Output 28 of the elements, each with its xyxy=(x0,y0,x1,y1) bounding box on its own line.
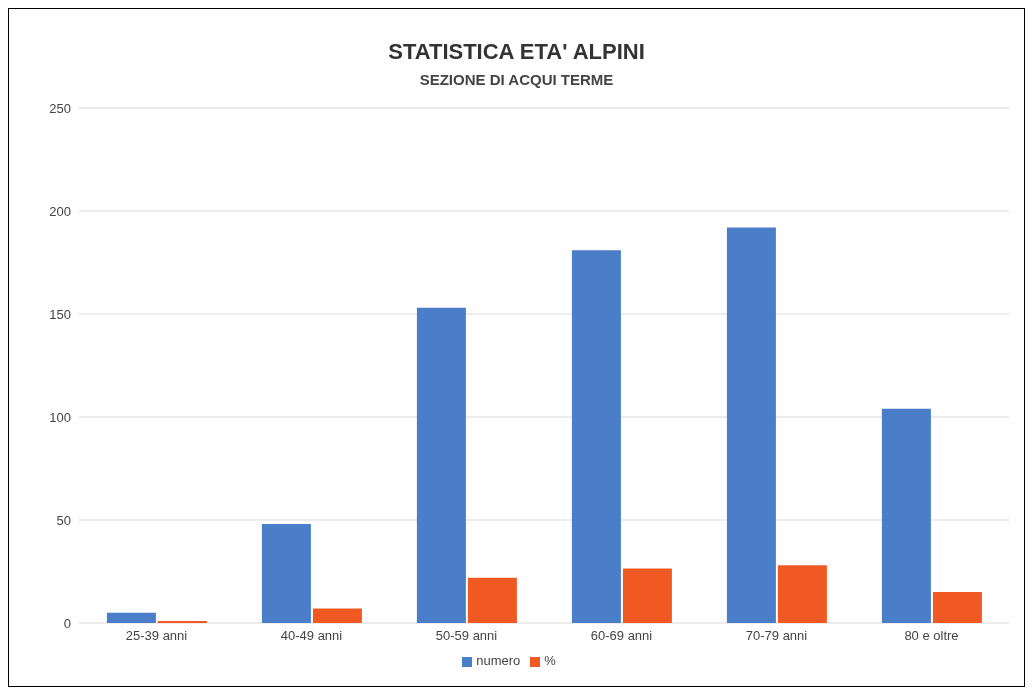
x-tick-label: 60-69 anni xyxy=(590,628,653,644)
legend-label: % xyxy=(544,653,556,668)
y-tick-label: 250 xyxy=(49,100,71,116)
chart-title: STATISTICA ETA' ALPINI xyxy=(387,39,646,65)
bar xyxy=(467,577,517,623)
x-tick-label: 70-79 anni xyxy=(745,628,808,644)
y-tick-label: 100 xyxy=(49,409,71,425)
y-tick-label: 150 xyxy=(49,306,71,322)
bar xyxy=(932,592,982,623)
bar xyxy=(622,568,672,623)
bar xyxy=(312,608,362,623)
bar xyxy=(261,524,311,623)
bar xyxy=(726,227,776,623)
x-tick-label: 50-59 anni xyxy=(435,628,498,644)
bar xyxy=(416,307,466,623)
x-tick-label: 40-49 anni xyxy=(280,628,343,644)
y-tick-label: 200 xyxy=(49,203,71,219)
legend-label: numero xyxy=(476,653,521,668)
bar xyxy=(881,408,931,623)
y-tick-label: 0 xyxy=(63,615,71,631)
x-tick-label: 25-39 anni xyxy=(125,628,188,644)
bar xyxy=(777,565,827,623)
bar xyxy=(571,250,621,623)
bar xyxy=(106,612,156,623)
x-tick-label: 80 e oltre xyxy=(904,628,959,644)
y-tick-label: 50 xyxy=(56,512,71,528)
chart-subtitle: SEZIONE DI ACQUI TERME xyxy=(418,71,615,88)
bar xyxy=(157,620,207,623)
